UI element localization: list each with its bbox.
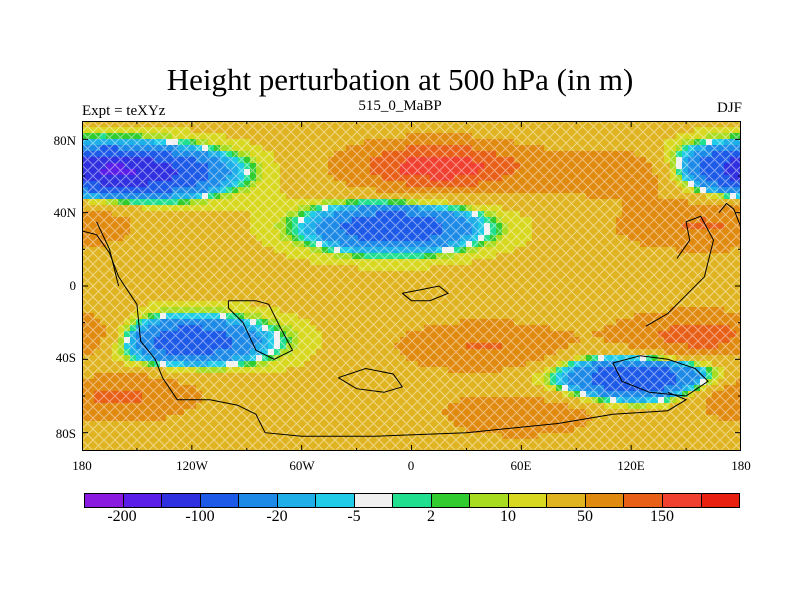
- colorbar-label: 10: [500, 508, 516, 525]
- colorbar-label: -200: [107, 508, 137, 525]
- lat-tick-label: 0: [69, 278, 77, 293]
- colorbar-swatch: [431, 494, 471, 507]
- lon-tick-label: 180: [731, 458, 751, 473]
- height-perturbation-map: [82, 121, 741, 451]
- coastline: [82, 230, 688, 437]
- colorbar-label: -100: [185, 508, 215, 525]
- coastline: [96, 221, 120, 287]
- colorbar-swatch: [508, 494, 548, 507]
- map-panel: [82, 121, 741, 451]
- colorbar-label: 50: [577, 508, 593, 525]
- lon-tick-label: 120E: [617, 458, 645, 473]
- colorbar-swatch: [470, 494, 509, 507]
- colorbar-swatch: [316, 494, 355, 507]
- experiment-label: Expt = teXYz: [82, 103, 166, 119]
- period-label: 515_0_MaBP: [358, 98, 442, 114]
- colorbar-swatch: [200, 494, 240, 507]
- colorbar-swatch: [354, 494, 394, 507]
- colorbar-swatch: [123, 494, 163, 507]
- colorbar: [84, 493, 740, 508]
- lon-tick-label: 60W: [289, 458, 315, 473]
- colorbar-label: 2: [427, 508, 435, 525]
- colorbar-swatch: [701, 494, 740, 507]
- colorbar-swatch: [585, 494, 625, 507]
- lat-tick-label: 80N: [53, 133, 76, 148]
- lat-tick-label: 40N: [53, 205, 76, 220]
- colorbar-swatch: [277, 494, 317, 507]
- coastline: [338, 367, 404, 393]
- coastline: [718, 202, 741, 228]
- colorbar-label: 150: [650, 508, 674, 525]
- colorbar-swatch: [393, 494, 432, 507]
- colorbar-swatch: [624, 494, 663, 507]
- lon-tick-label: 0: [407, 458, 415, 473]
- lon-tick-label: 120W: [176, 458, 208, 473]
- colorbar-swatch: [162, 494, 201, 507]
- coastline: [645, 215, 715, 327]
- season-label: DJF: [716, 100, 742, 116]
- lon-tick-label: 180: [72, 458, 92, 473]
- lat-tick-label: 40S: [55, 350, 76, 365]
- colorbar-swatch: [85, 494, 124, 507]
- colorbar-swatch: [662, 494, 702, 507]
- colorbar-swatch: [239, 494, 278, 507]
- coastline: [612, 355, 709, 397]
- coastline: [401, 285, 450, 302]
- colorbar-label: -5: [347, 508, 361, 525]
- coastline: [227, 300, 294, 360]
- lon-tick-label: 60E: [510, 458, 532, 473]
- lat-tick-label: 80S: [55, 426, 76, 441]
- plot-title: Height perturbation at 500 hPa (in m): [166, 62, 634, 97]
- colorbar-label: -20: [266, 508, 288, 525]
- colorbar-swatch: [547, 494, 586, 507]
